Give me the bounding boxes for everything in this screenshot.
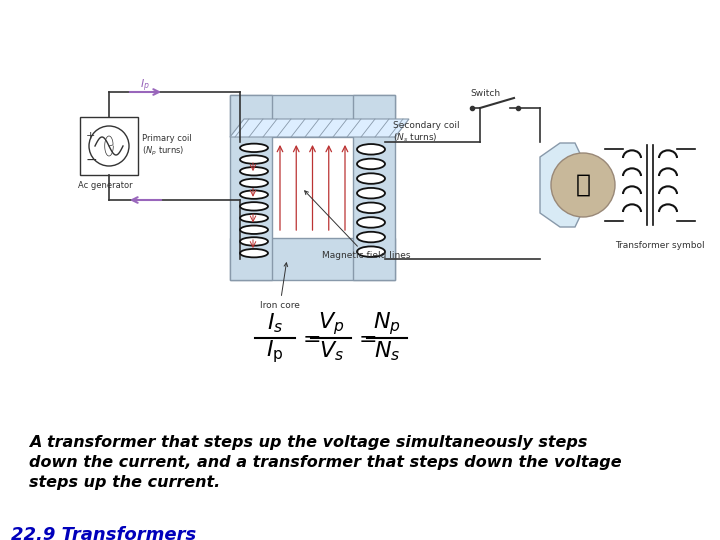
Ellipse shape [357, 202, 385, 213]
Text: Primary coil: Primary coil [142, 134, 192, 143]
Ellipse shape [240, 191, 268, 199]
Ellipse shape [240, 156, 268, 164]
FancyBboxPatch shape [353, 95, 395, 280]
Circle shape [551, 153, 615, 217]
Text: $V_s$: $V_s$ [319, 340, 343, 363]
Text: Switch: Switch [470, 89, 500, 98]
Text: $N_s$: $N_s$ [374, 340, 400, 363]
Ellipse shape [357, 188, 385, 199]
Ellipse shape [357, 232, 385, 242]
Text: Ac generator: Ac generator [78, 181, 132, 190]
Ellipse shape [357, 217, 385, 228]
Ellipse shape [357, 246, 385, 257]
FancyBboxPatch shape [230, 95, 272, 280]
Ellipse shape [240, 179, 268, 187]
Text: −: − [86, 153, 98, 167]
Ellipse shape [240, 226, 268, 234]
FancyBboxPatch shape [230, 238, 395, 280]
Text: ($N_p$ turns): ($N_p$ turns) [142, 145, 184, 159]
Ellipse shape [240, 249, 268, 258]
Ellipse shape [240, 214, 268, 222]
Polygon shape [230, 119, 409, 137]
Text: $I_s$: $I_s$ [267, 312, 284, 335]
FancyBboxPatch shape [80, 117, 138, 175]
Text: $=$: $=$ [298, 327, 320, 348]
Ellipse shape [240, 202, 268, 211]
Text: ($N_s$ turns): ($N_s$ turns) [393, 131, 438, 144]
Ellipse shape [240, 167, 268, 176]
Text: $V_p$: $V_p$ [318, 310, 344, 337]
Text: Transformer symbol: Transformer symbol [615, 241, 705, 250]
Ellipse shape [240, 144, 268, 152]
Ellipse shape [357, 173, 385, 184]
Text: 🐦: 🐦 [575, 173, 590, 197]
Text: $I_p$: $I_p$ [140, 77, 149, 94]
Circle shape [89, 126, 129, 166]
Text: $N_p$: $N_p$ [373, 310, 401, 337]
Text: 22.9 Transformers: 22.9 Transformers [11, 526, 196, 540]
Text: A transformer that steps up the voltage simultaneously steps
down the current, a: A transformer that steps up the voltage … [29, 435, 621, 490]
Ellipse shape [357, 159, 385, 169]
Text: $=$: $=$ [354, 327, 377, 348]
Text: Magnetíc field lines: Magnetíc field lines [305, 191, 410, 260]
Text: $I_{\rm p}$: $I_{\rm p}$ [266, 338, 284, 365]
Ellipse shape [357, 144, 385, 154]
Text: +: + [86, 131, 95, 141]
Ellipse shape [240, 237, 268, 246]
Text: Iron core: Iron core [260, 263, 300, 310]
Text: Secondary coil: Secondary coil [393, 121, 459, 130]
Polygon shape [540, 143, 595, 227]
FancyBboxPatch shape [230, 95, 395, 137]
